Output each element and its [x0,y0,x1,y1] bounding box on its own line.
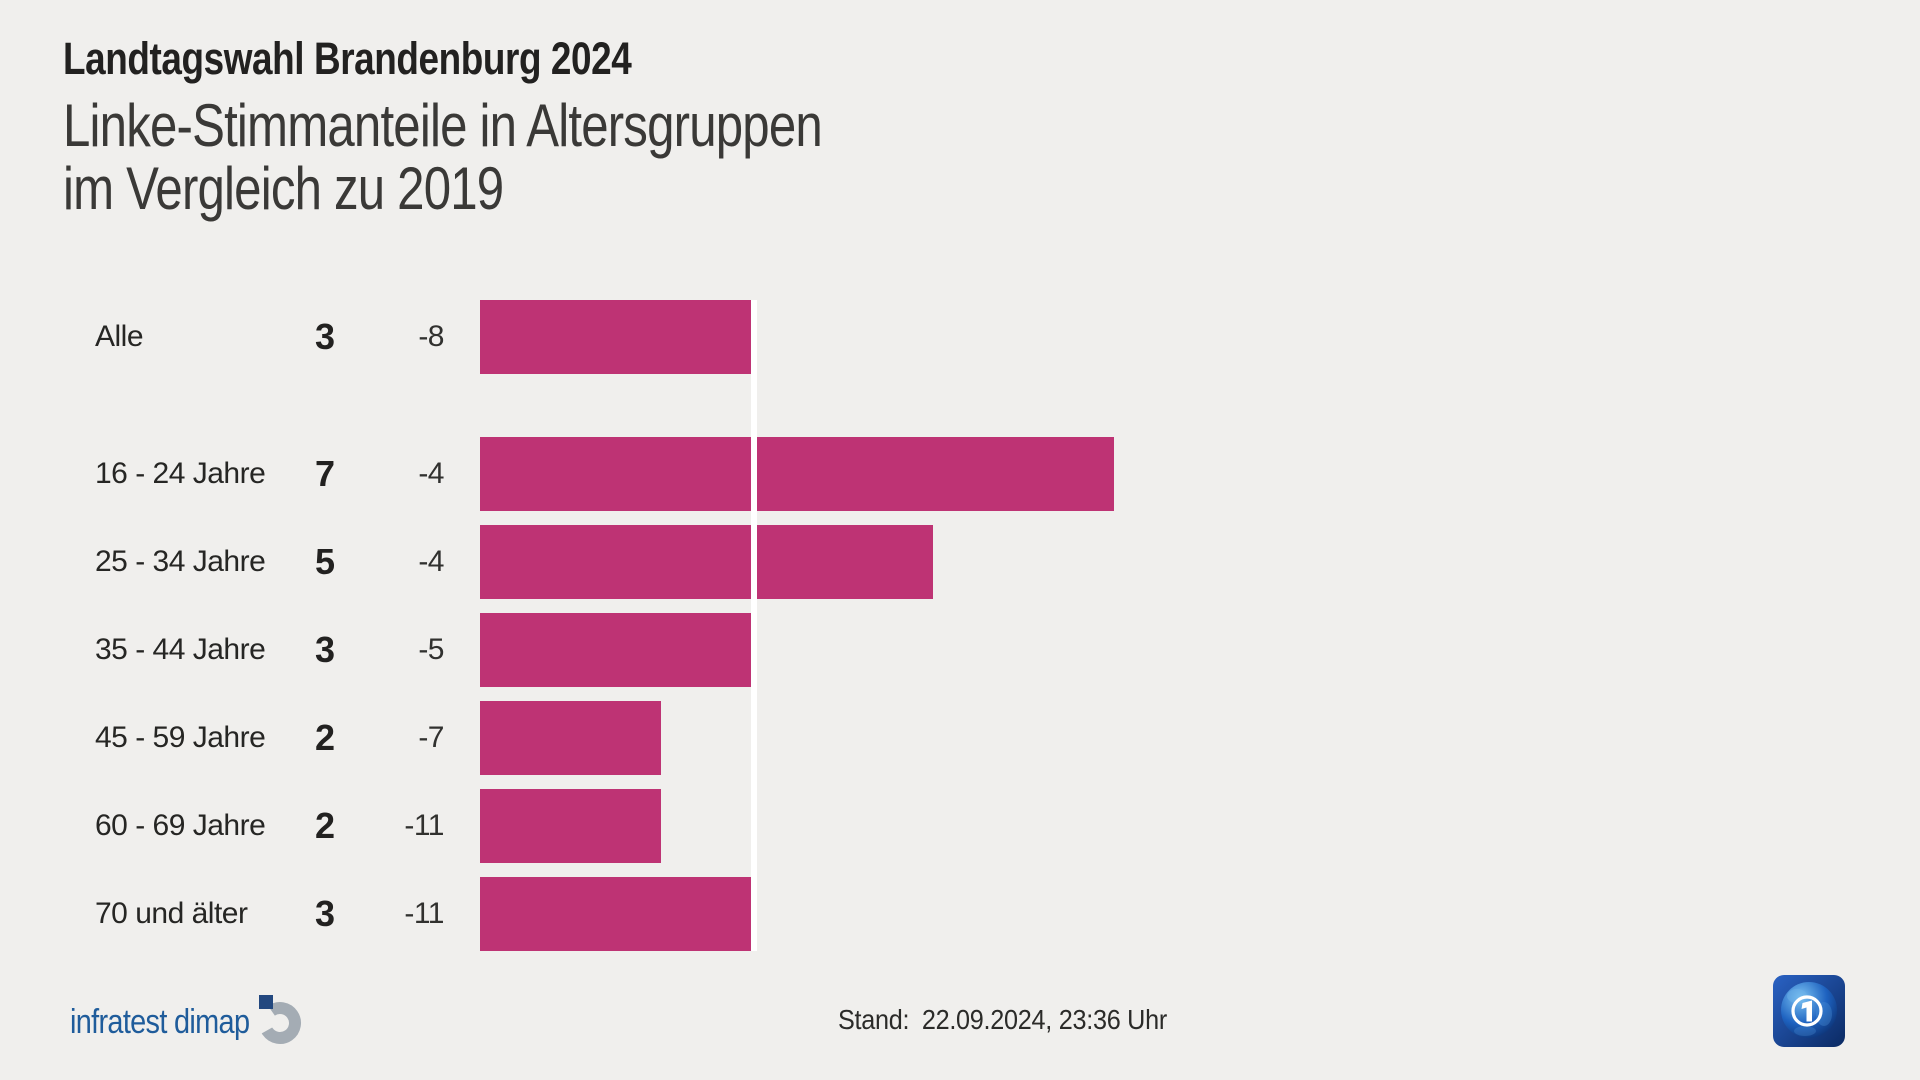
row-change: -7 [418,721,444,754]
chart-title: Linke-Stimmanteile in Altersgruppen im V… [63,92,823,222]
ard-globe-logo-icon [1773,975,1845,1047]
chart-kicker: Landtagswahl Brandenburg 2024 [63,33,632,84]
chart-row-70-plus: 70 und älter 3 -11 [0,877,1920,951]
stand-label: Stand: [838,1004,910,1035]
row-value: 3 [314,893,335,934]
value-bar [480,701,661,775]
chart-row-16-24: 16 - 24 Jahre 7 -4 [0,437,1920,511]
row-value: 5 [314,541,335,582]
value-bar [480,300,752,374]
value-bar [480,789,661,863]
row-change: -5 [418,633,444,666]
chart-title-line1: Linke-Stimmanteile in Altersgruppen [63,92,823,159]
value-bar [480,437,1114,511]
row-label: 16 - 24 Jahre [95,457,266,490]
stand-timestamp: Stand: 22.09.2024, 23:36 Uhr [838,1004,1167,1036]
chart-row-35-44: 35 - 44 Jahre 3 -5 [0,613,1920,687]
row-label: 45 - 59 Jahre [95,721,266,754]
row-label: Alle [95,320,144,353]
chart-row-alle: Alle 3 -8 [0,300,1920,374]
row-value: 7 [314,453,335,494]
chart-row-25-34: 25 - 34 Jahre 5 -4 [0,525,1920,599]
row-value: 2 [314,805,335,846]
row-label: 70 und älter [95,897,248,930]
row-change: -11 [404,809,444,842]
row-label: 60 - 69 Jahre [95,809,266,842]
value-bar [480,525,933,599]
row-change: -4 [418,545,444,578]
average-reference-line [751,300,757,951]
row-label: 35 - 44 Jahre [95,633,266,666]
row-change: -4 [418,457,444,490]
row-value: 3 [314,629,335,670]
chart-row-45-59: 45 - 59 Jahre 2 -7 [0,701,1920,775]
infratest-dimap-logo: infratest dimap [70,996,281,1048]
row-value: 2 [314,717,335,758]
infratest-dimap-logo-icon [259,995,301,1044]
value-bar [480,613,752,687]
row-value: 3 [314,316,335,357]
row-label: 25 - 34 Jahre [95,545,266,578]
row-change: -8 [418,320,444,353]
value-bar [480,877,752,951]
stand-value: 22.09.2024, 23:36 Uhr [921,1004,1167,1035]
row-change: -11 [404,897,444,930]
chart-row-60-69: 60 - 69 Jahre 2 -11 [0,789,1920,863]
infratest-dimap-logo-text: infratest dimap [70,1002,250,1041]
chart-title-line2: im Vergleich zu 2019 [63,155,504,222]
